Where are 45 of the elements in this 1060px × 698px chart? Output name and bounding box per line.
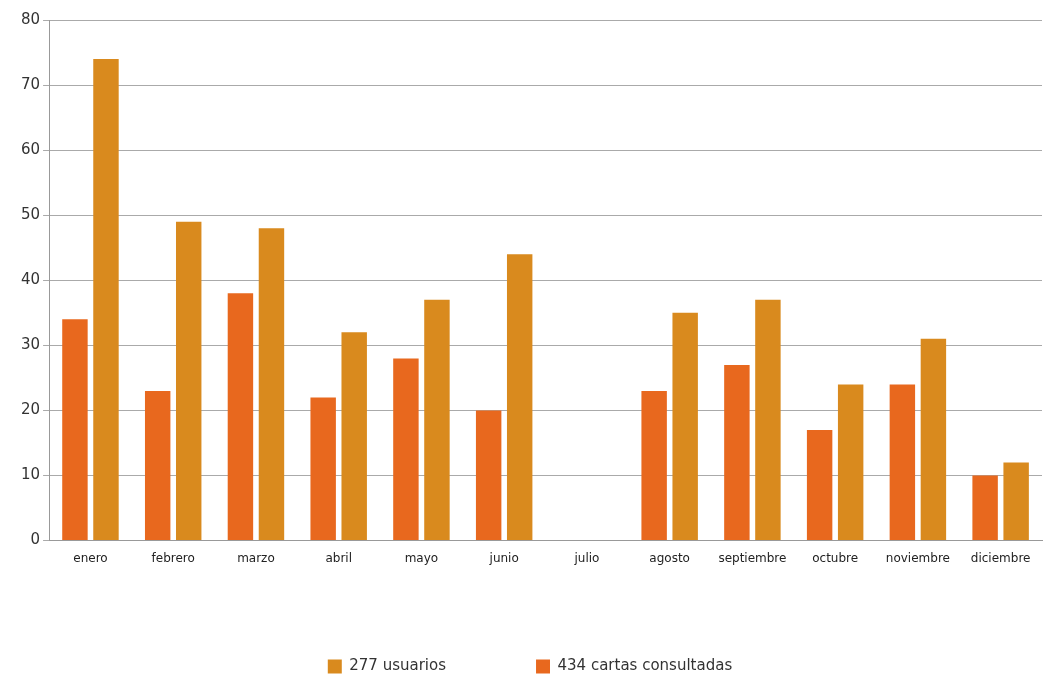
x-tick-label: enero: [73, 550, 108, 565]
x-tick-label: febrero: [151, 550, 195, 565]
bar: [1003, 462, 1029, 541]
bar: [93, 59, 119, 541]
legend-label: 277 usuarios: [349, 656, 447, 675]
x-tick-label: septiembre: [718, 550, 787, 565]
bar: [341, 332, 367, 541]
legend-label: 434 cartas consultadas: [557, 656, 733, 675]
x-tick-label: junio: [488, 550, 519, 565]
bar: [310, 397, 336, 541]
x-tick-label: julio: [573, 550, 600, 565]
y-tick-label: 60: [20, 140, 41, 159]
y-tick-label: 70: [20, 74, 41, 93]
bar: [175, 221, 202, 541]
bar: [144, 390, 171, 541]
bar: [641, 390, 667, 541]
x-tick-label: octubre: [812, 550, 859, 565]
x-tick-label: agosto: [649, 550, 690, 565]
bar: [837, 384, 864, 541]
bar: [227, 293, 254, 541]
bar: [724, 364, 750, 541]
y-tick-label: 50: [20, 205, 41, 224]
x-tick-label: abril: [325, 550, 352, 565]
bar: [672, 312, 698, 541]
bar: [475, 410, 502, 541]
y-tick-label: 80: [20, 9, 41, 28]
x-tick-label: marzo: [237, 550, 275, 565]
y-tick-label: 40: [20, 270, 41, 289]
bar: [755, 299, 781, 541]
bar: [258, 228, 285, 541]
x-tick-label: mayo: [404, 550, 439, 565]
bar: [920, 338, 947, 541]
x-tick-label: diciembre: [970, 550, 1031, 565]
bar: [393, 358, 419, 541]
y-tick-label: 0: [30, 530, 41, 549]
bar: [806, 429, 833, 541]
bar: [889, 384, 916, 541]
x-tick-label: noviembre: [885, 550, 950, 565]
bar: [424, 299, 450, 541]
bar: [506, 254, 533, 541]
bar: [972, 475, 998, 541]
y-tick-label: 30: [20, 335, 41, 354]
bar: [62, 319, 88, 541]
y-tick-label: 10: [20, 465, 41, 484]
y-tick-label: 20: [20, 400, 41, 419]
